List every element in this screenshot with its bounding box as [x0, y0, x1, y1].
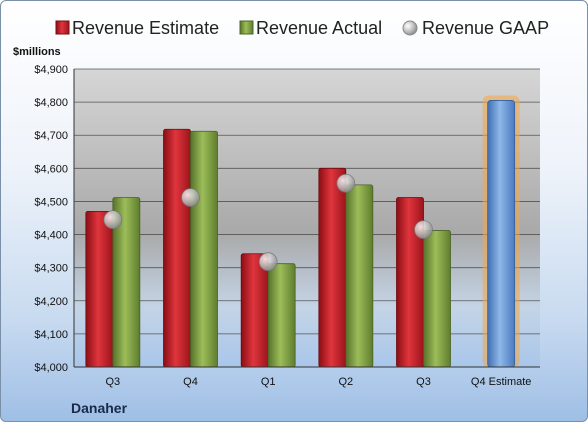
y-tick-label: $4,700 — [34, 130, 68, 142]
bar-actual — [345, 184, 374, 368]
plot-area — [74, 69, 540, 367]
x-tick-label: Q3 — [416, 376, 431, 388]
x-tick-label: Q4 — [183, 376, 198, 388]
bar-actual — [267, 263, 296, 368]
gaap-point — [258, 252, 278, 272]
y-tick-label: $4,400 — [34, 230, 68, 242]
y-tick-label: $4,800 — [34, 97, 68, 109]
y-tick-label: $4,000 — [34, 362, 68, 374]
gaap-point — [336, 173, 356, 193]
bar-estimate — [318, 167, 347, 368]
x-tick-label: Q1 — [261, 376, 276, 388]
y-axis: $4,000 $4,100 $4,200 $4,300 $4,400 $4,500 $4,6… — [34, 64, 75, 374]
unit-label: $millions — [13, 46, 61, 58]
y-tick-label: $4,600 — [34, 163, 68, 175]
company-name: Danaher — [71, 400, 128, 416]
gaap-point — [181, 188, 200, 207]
legend-swatch-estimate — [55, 20, 70, 35]
gaap-point — [103, 210, 123, 230]
bar-estimate — [85, 210, 114, 368]
gridlines — [74, 68, 540, 368]
gaap-point — [414, 220, 433, 239]
legend-label-estimate: Revenue Estimate — [72, 18, 219, 38]
legend-swatch-gaap — [402, 20, 418, 36]
x-tick-label: Q3 — [105, 376, 120, 388]
bar-actual — [190, 130, 218, 368]
y-tick-label: $4,900 — [34, 64, 68, 76]
legend-label-actual: Revenue Actual — [256, 18, 382, 38]
bar-estimate — [163, 128, 191, 368]
y-tick-label: $4,200 — [34, 296, 68, 308]
y-tick-label: $4,100 — [34, 329, 68, 341]
x-tick-label: Q4 Estimate — [471, 376, 532, 388]
bar-estimate — [240, 253, 269, 368]
bar-actual — [423, 230, 451, 368]
bar-estimate-forecast — [487, 100, 516, 368]
x-tick-label: Q2 — [338, 376, 353, 388]
legend-label-gaap: Revenue GAAP — [422, 18, 549, 38]
legend-swatch-actual — [239, 20, 254, 35]
x-axis: Q3 Q4 Q1 Q2 Q3 Q4 Estimate — [74, 366, 540, 388]
y-tick-label: $4,300 — [34, 263, 68, 275]
legend: Revenue Estimate Revenue Actual Revenue … — [55, 18, 549, 38]
y-tick-label: $4,500 — [34, 196, 68, 208]
gaap-points — [103, 173, 433, 272]
